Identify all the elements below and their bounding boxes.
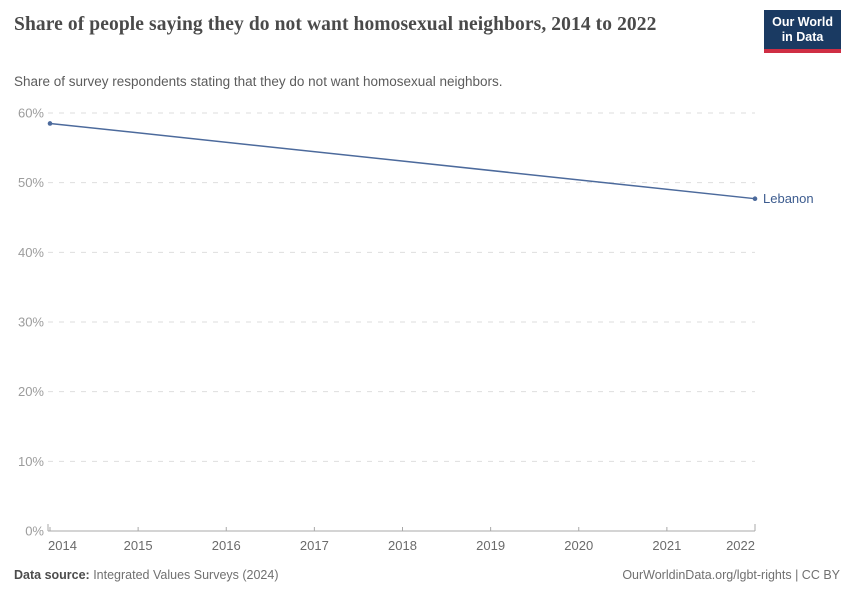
- data-point[interactable]: [752, 196, 758, 201]
- chart-area[interactable]: 0% 10% 20% 30% 40% 50% 60% 2014 2015 2016 2017 2018…: [0, 98, 850, 560]
- x-tick-label: 2016: [212, 538, 241, 553]
- y-tick-label: 50%: [18, 175, 44, 190]
- data-source-label: Data source:: [14, 568, 90, 582]
- page-title: Share of people saying they do not want …: [14, 14, 657, 35]
- x-tick-label: 2021: [652, 538, 681, 553]
- data-source: Data source: Integrated Values Surveys (…: [14, 568, 279, 582]
- data-source-value: Integrated Values Surveys (2024): [89, 568, 279, 582]
- chart-footer: Data source: Integrated Values Surveys (…: [14, 568, 840, 582]
- chart-subtitle: Share of survey respondents stating that…: [14, 74, 503, 89]
- y-tick-label: 30%: [18, 315, 44, 330]
- line-chart[interactable]: 0% 10% 20% 30% 40% 50% 60% 2014 2015 2016 2017 2018…: [0, 98, 850, 560]
- owid-logo-line2: in Data: [781, 30, 824, 44]
- x-tick-label: 2018: [388, 538, 417, 553]
- x-tick-label: 2014: [48, 538, 77, 553]
- y-tick-label: 20%: [18, 384, 44, 399]
- series-line-lebanon[interactable]: [49, 122, 756, 200]
- credit-line: OurWorldinData.org/lgbt-rights | CC BY: [622, 568, 840, 582]
- x-tick-label: 2015: [124, 538, 153, 553]
- x-tick-label: 2017: [300, 538, 329, 553]
- x-tick-label: 2022: [726, 538, 755, 553]
- series-label-lebanon[interactable]: Lebanon: [763, 191, 814, 206]
- x-tick-label: 2020: [564, 538, 593, 553]
- y-tick-label: 0%: [25, 524, 44, 539]
- y-tick-label: 40%: [18, 245, 44, 260]
- x-tick-label: 2019: [476, 538, 505, 553]
- owid-logo-line1: Our World: [772, 15, 833, 29]
- y-tick-label: 10%: [18, 454, 44, 469]
- data-point[interactable]: [47, 121, 53, 126]
- owid-logo: Our World in Data: [764, 10, 841, 53]
- y-tick-label: 60%: [18, 106, 44, 121]
